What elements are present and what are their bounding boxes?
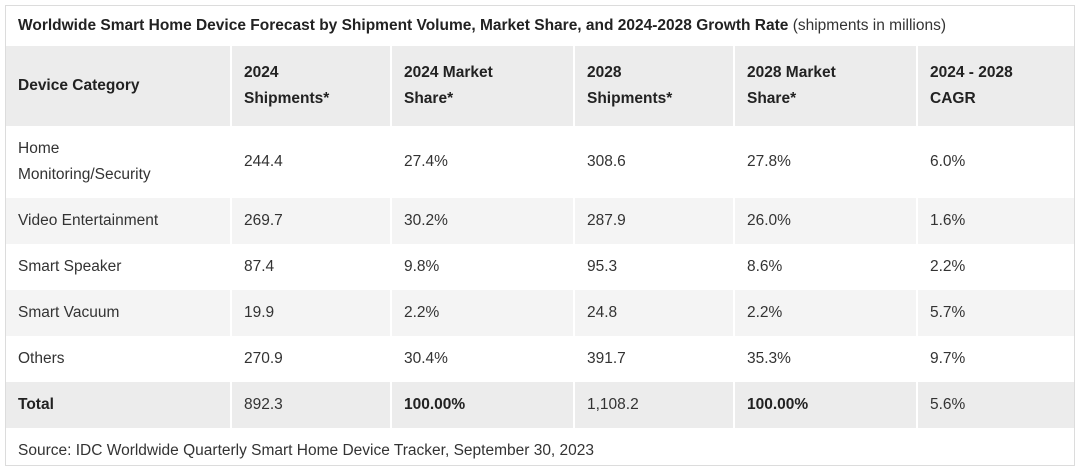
header-device-category: Device Category [6,46,231,126]
cell-2028-market-share: 2.2% [733,290,917,336]
table-row: Others 270.9 30.4% 391.7 35.3% 9.7% [6,336,1074,382]
cell-2024-shipments: 270.9 [230,336,391,382]
cell-2024-market-share: 2.2% [390,290,574,336]
cell-2024-shipments: 19.9 [230,290,391,336]
row-category: Smart Vacuum [6,290,231,336]
total-2024-market-share: 100.00% [390,382,574,428]
cell-2028-market-share: 35.3% [733,336,917,382]
cell-2024-market-share: 9.8% [390,244,574,290]
header-2024-shipments: 2024 Shipments* [230,46,391,126]
cell-cagr: 1.6% [916,198,1074,244]
cell-2028-shipments: 391.7 [573,336,734,382]
forecast-table-container: Worldwide Smart Home Device Forecast by … [5,5,1075,466]
cell-2028-market-share: 27.8% [733,126,917,198]
total-cagr: 5.6% [916,382,1074,428]
table-title-unit: (shipments in millions) [792,17,947,34]
total-row: Total 892.3 100.00% 1,108.2 100.00% 5.6% [6,382,1074,428]
cell-2028-shipments: 308.6 [573,126,734,198]
cell-2028-shipments: 95.3 [573,244,734,290]
cell-2024-shipments: 269.7 [230,198,391,244]
cell-2024-shipments: 87.4 [230,244,391,290]
header-2028-market-share: 2028 Market Share* [733,46,917,126]
header-2024-market-share: 2024 Market Share* [390,46,574,126]
row-category: Home Monitoring/Security [18,140,151,183]
cell-cagr: 5.7% [916,290,1074,336]
cell-2028-market-share: 8.6% [733,244,917,290]
forecast-table: Device Category 2024 Shipments* 2024 Mark… [6,46,1074,428]
total-2024-shipments: 892.3 [230,382,391,428]
table-title-main: Worldwide Smart Home Device Forecast by … [18,17,789,34]
table-row: Home Monitoring/Security 244.4 27.4% 308.… [6,126,1074,198]
cell-2024-market-share: 27.4% [390,126,574,198]
table-row: Smart Speaker 87.4 9.8% 95.3 8.6% 2.2% [6,244,1074,290]
total-label: Total [6,382,231,428]
row-category: Video Entertainment [6,198,231,244]
cell-cagr: 9.7% [916,336,1074,382]
row-category: Smart Speaker [18,258,122,275]
cell-2028-shipments: 287.9 [573,198,734,244]
header-2028-shipments: 2028 Shipments* [573,46,734,126]
cell-2024-shipments: 244.4 [230,126,391,198]
cell-2024-market-share: 30.4% [390,336,574,382]
cell-2028-market-share: 26.0% [733,198,917,244]
cell-cagr: 6.0% [916,126,1074,198]
table-row: Video Entertainment 269.7 30.2% 287.9 26… [6,198,1074,244]
total-2028-market-share: 100.00% [733,382,917,428]
table-row: Smart Vacuum 19.9 2.2% 24.8 2.2% 5.7% [6,290,1074,336]
header-cagr: 2024 - 2028 CAGR [916,46,1074,126]
header-row: Device Category 2024 Shipments* 2024 Mark… [6,46,1074,126]
table-title: Worldwide Smart Home Device Forecast by … [6,6,1074,46]
cell-cagr: 2.2% [916,244,1074,290]
cell-2024-market-share: 30.2% [390,198,574,244]
cell-2028-shipments: 24.8 [573,290,734,336]
row-category: Others [18,350,65,367]
source-note: Source: IDC Worldwide Quarterly Smart Ho… [18,442,595,459]
total-2028-shipments: 1,108.2 [573,382,734,428]
